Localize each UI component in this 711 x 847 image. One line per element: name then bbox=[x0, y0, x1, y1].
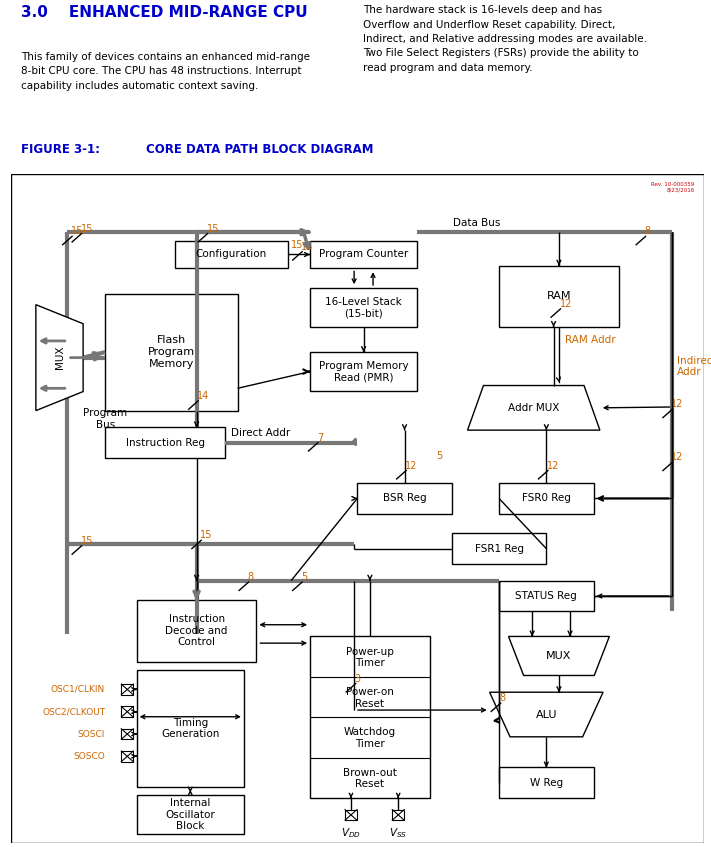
Text: 15: 15 bbox=[292, 241, 304, 251]
Text: Configuration: Configuration bbox=[196, 250, 267, 259]
Text: 3: 3 bbox=[355, 673, 361, 684]
Text: 15: 15 bbox=[80, 224, 93, 234]
Text: OSC1/CLKIN: OSC1/CLKIN bbox=[51, 685, 105, 694]
Bar bbox=[122, 728, 133, 739]
Text: FSR1 Reg: FSR1 Reg bbox=[474, 544, 523, 554]
Text: The hardware stack is 16-levels deep and has
Overflow and Underflow Reset capabi: The hardware stack is 16-levels deep and… bbox=[363, 5, 646, 73]
Text: 5: 5 bbox=[436, 451, 442, 461]
Text: BSR Reg: BSR Reg bbox=[383, 494, 427, 503]
Text: ALU: ALU bbox=[535, 710, 557, 719]
Text: Program Memory
Read (PMR): Program Memory Read (PMR) bbox=[319, 361, 408, 382]
Bar bbox=[358, 483, 451, 514]
Bar bbox=[392, 810, 405, 820]
Text: This family of devices contains an enhanced mid-range
8-bit CPU core. The CPU ha: This family of devices contains an enhan… bbox=[21, 52, 310, 91]
Bar bbox=[499, 483, 594, 514]
Polygon shape bbox=[508, 636, 609, 676]
Text: Data Bus: Data Bus bbox=[454, 218, 501, 228]
Text: Power-up
Timer: Power-up Timer bbox=[346, 646, 394, 668]
Bar bbox=[137, 795, 244, 834]
Text: Power-on
Reset: Power-on Reset bbox=[346, 687, 394, 709]
Text: 8: 8 bbox=[247, 572, 254, 582]
Bar bbox=[451, 534, 546, 564]
Text: Timing
Generation: Timing Generation bbox=[161, 717, 220, 739]
Bar bbox=[122, 751, 133, 761]
Text: RAM Addr: RAM Addr bbox=[565, 335, 616, 346]
Text: Program
Bus: Program Bus bbox=[83, 408, 127, 429]
Text: 12: 12 bbox=[671, 452, 684, 462]
Bar bbox=[499, 767, 594, 798]
Text: 7: 7 bbox=[317, 433, 324, 443]
Polygon shape bbox=[36, 305, 83, 411]
Text: 5: 5 bbox=[301, 572, 307, 582]
Bar bbox=[174, 241, 288, 268]
Text: Direct Addr: Direct Addr bbox=[231, 429, 291, 439]
Text: Program Counter: Program Counter bbox=[319, 250, 408, 259]
Bar bbox=[499, 266, 619, 327]
Bar bbox=[310, 241, 417, 268]
Text: 15: 15 bbox=[301, 241, 314, 252]
Text: RAM: RAM bbox=[547, 291, 571, 302]
Text: 15: 15 bbox=[80, 536, 93, 545]
Text: 12: 12 bbox=[560, 299, 572, 309]
Text: 8: 8 bbox=[645, 226, 651, 236]
Text: W Reg: W Reg bbox=[530, 778, 563, 788]
Text: SOSCI: SOSCI bbox=[77, 729, 105, 739]
Bar bbox=[310, 352, 417, 391]
Text: STATUS Reg: STATUS Reg bbox=[515, 591, 577, 601]
Text: Watchdog
Timer: Watchdog Timer bbox=[344, 728, 396, 749]
Bar bbox=[310, 636, 429, 798]
Bar bbox=[499, 581, 594, 612]
Text: 15: 15 bbox=[201, 530, 213, 540]
Text: Rev. 10-000359
8/23/2016: Rev. 10-000359 8/23/2016 bbox=[651, 182, 695, 193]
Bar bbox=[137, 601, 257, 662]
Text: MUX: MUX bbox=[55, 346, 65, 369]
Bar bbox=[345, 810, 357, 820]
Bar bbox=[105, 428, 225, 458]
Text: 3.0    ENHANCED MID-RANGE CPU: 3.0 ENHANCED MID-RANGE CPU bbox=[21, 5, 308, 20]
Text: Flash
Program
Memory: Flash Program Memory bbox=[148, 335, 195, 368]
Text: $V_{SS}$: $V_{SS}$ bbox=[389, 826, 407, 840]
Text: 15: 15 bbox=[71, 226, 83, 236]
Text: 12: 12 bbox=[405, 461, 417, 471]
Text: MUX: MUX bbox=[546, 651, 572, 661]
Bar bbox=[122, 684, 133, 695]
Text: Internal
Oscillator
Block: Internal Oscillator Block bbox=[166, 798, 215, 832]
Text: 15: 15 bbox=[207, 224, 219, 234]
Text: CORE DATA PATH BLOCK DIAGRAM: CORE DATA PATH BLOCK DIAGRAM bbox=[146, 143, 373, 156]
Bar bbox=[105, 294, 237, 411]
Text: Indirect
Addr: Indirect Addr bbox=[677, 356, 711, 377]
Text: Instruction Reg: Instruction Reg bbox=[126, 438, 205, 448]
Text: Addr MUX: Addr MUX bbox=[508, 403, 560, 412]
Text: OSC2/CLKOUT: OSC2/CLKOUT bbox=[42, 707, 105, 717]
Text: Brown-out
Reset: Brown-out Reset bbox=[343, 768, 397, 789]
Text: 16-Level Stack
(15-bit): 16-Level Stack (15-bit) bbox=[325, 296, 402, 318]
Text: FSR0 Reg: FSR0 Reg bbox=[522, 494, 571, 503]
Bar bbox=[137, 670, 244, 787]
Text: 12: 12 bbox=[547, 461, 560, 471]
Text: $V_{DD}$: $V_{DD}$ bbox=[341, 826, 361, 840]
Polygon shape bbox=[490, 692, 603, 737]
Polygon shape bbox=[468, 385, 600, 430]
Bar bbox=[310, 288, 417, 327]
Bar bbox=[122, 706, 133, 717]
Text: FIGURE 3-1:: FIGURE 3-1: bbox=[21, 143, 100, 156]
Text: 8: 8 bbox=[500, 693, 506, 703]
Text: SOSCO: SOSCO bbox=[73, 752, 105, 761]
Text: Instruction
Decode and
Control: Instruction Decode and Control bbox=[166, 614, 228, 647]
Text: 12: 12 bbox=[671, 399, 684, 409]
Text: 14: 14 bbox=[197, 390, 210, 401]
